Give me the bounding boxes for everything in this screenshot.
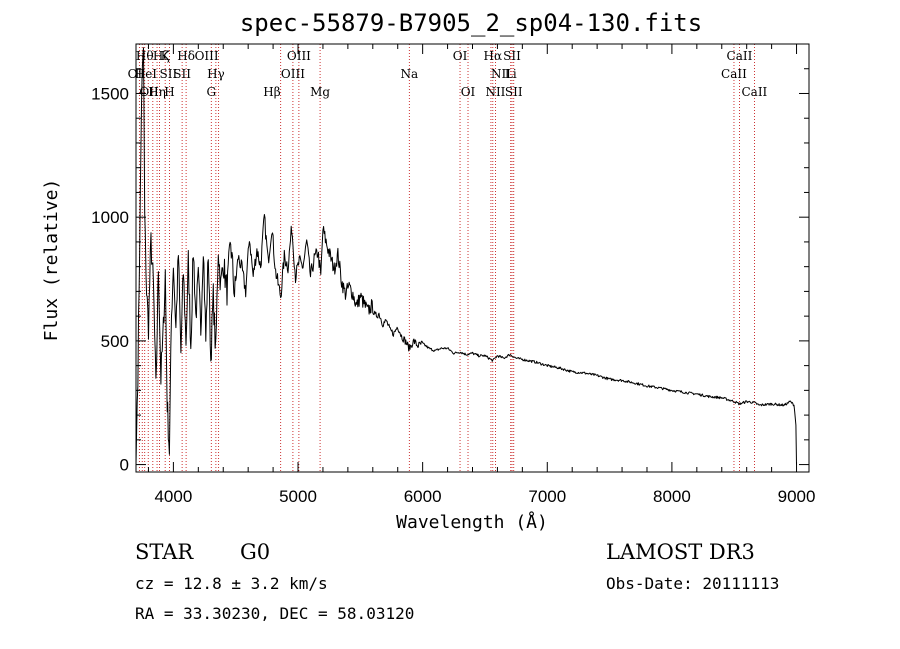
line-label-16: OIII (287, 49, 311, 63)
line-label-3: Hη (148, 85, 166, 99)
line-label-7: K (161, 49, 171, 63)
line-label-13: OIII (195, 49, 219, 63)
object-class: STAR (135, 540, 194, 564)
chart-title: spec-55879-B7905_2_sp04-130.fits (240, 9, 702, 37)
line-label-24: SII (503, 49, 521, 63)
line-label-29: CaII (741, 85, 767, 99)
coordinates: RA = 33.30230, DEC = 58.03120 (135, 604, 414, 623)
y-tick-label: 1000 (91, 208, 129, 227)
x-axis-label: Wavelength (Å) (396, 511, 548, 533)
y-axis-label: Flux (relative) (41, 179, 62, 342)
series-line-0 (135, 47, 797, 465)
line-label-9: SII (173, 67, 191, 81)
line-label-25: Li (505, 67, 517, 81)
line-label-6: SII (160, 67, 178, 81)
line-label-22: Hα (484, 49, 503, 63)
plot-frame (135, 43, 810, 473)
x-tick-label: 5000 (279, 487, 317, 506)
y-tick-label: 500 (101, 332, 129, 351)
survey-name: LAMOST DR3 (606, 540, 755, 564)
y-tick-labels: 0 500 1000 1500 (91, 84, 129, 474)
line-label-10: Hδ (177, 49, 195, 63)
line-label-20: OI (461, 85, 476, 99)
line-label-14: Hβ (263, 85, 280, 99)
line-label-12: Hγ (207, 67, 225, 81)
redshift-readout: cz = 12.8 ± 3.2 km/s (135, 574, 328, 593)
x-tick-label: 8000 (653, 487, 691, 506)
x-tick-label: 6000 (404, 487, 442, 506)
x-tick-label: 7000 (528, 487, 566, 506)
line-label-27: CaII (721, 67, 747, 81)
x-tick-label: 9000 (778, 487, 816, 506)
line-label-1: OI (128, 67, 143, 81)
line-label-23: NII (485, 85, 505, 99)
line-label-26: SII (505, 85, 523, 99)
axis-ticks (136, 44, 809, 472)
line-label-17: Mg (310, 85, 330, 99)
line-label-5: HeI (135, 67, 158, 81)
line-label-8: H (164, 85, 174, 99)
y-tick-label: 0 (120, 456, 129, 475)
line-label-15: OIII (281, 67, 305, 81)
spectrum-series (135, 47, 797, 465)
line-label-4: Hζ (153, 49, 170, 63)
line-label-2: Hθ (136, 49, 154, 63)
line-label-28: CaII (727, 49, 753, 63)
line-label-19: OI (453, 49, 468, 63)
line-label-21: NII (491, 67, 511, 81)
obs-date: Obs-Date: 20111113 (606, 574, 779, 593)
line-label-11: G (206, 85, 216, 99)
x-tick-label: 4000 (154, 487, 192, 506)
y-tick-label: 1500 (91, 84, 129, 103)
object-subclass: G0 (240, 540, 270, 564)
line-label-18: Na (400, 67, 418, 81)
x-tick-labels: 4000 5000 6000 7000 8000 9000 (154, 487, 815, 506)
